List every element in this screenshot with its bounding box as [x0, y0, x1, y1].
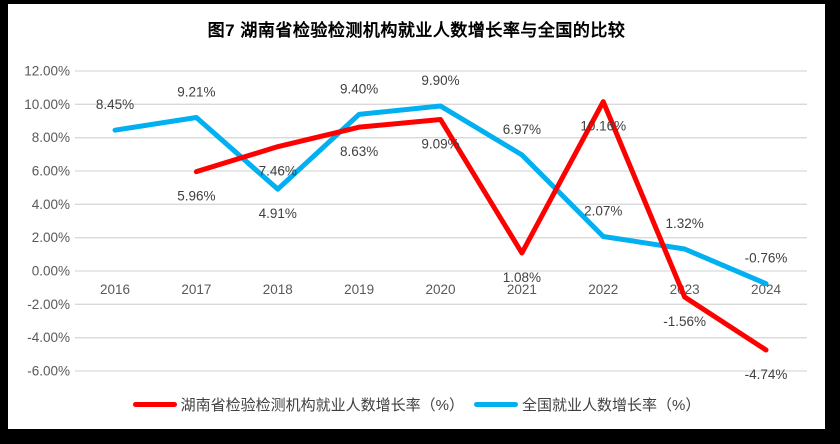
y-axis-tick-label: -6.00% [27, 364, 70, 379]
data-label: -4.74% [745, 367, 788, 382]
y-axis-tick-label: 4.00% [32, 197, 70, 212]
data-label: 4.91% [259, 206, 297, 221]
data-label: 9.09% [421, 137, 459, 152]
y-axis-tick-label: 6.00% [32, 164, 70, 179]
chart-title: 图7 湖南省检验检测机构就业人数增长率与全国的比较 [207, 21, 626, 40]
y-axis-tick-label: -4.00% [27, 330, 70, 345]
legend-label-national: 全国就业人数增长率（%） [522, 397, 701, 414]
data-label: 10.16% [580, 119, 626, 134]
legend-item-hunan: 湖南省检验检测机构就业人数增长率（%） [132, 394, 464, 415]
data-label: 1.32% [665, 216, 703, 231]
x-axis-tick-label: 2023 [670, 282, 700, 297]
x-axis-tick-label: 2021 [507, 282, 537, 297]
y-axis-tick-label: 8.00% [32, 130, 70, 145]
data-label: 9.90% [421, 73, 459, 88]
data-label: 7.46% [259, 164, 297, 179]
data-label: 9.40% [340, 81, 378, 96]
legend-line-swatch-red-icon [132, 402, 177, 407]
data-label: 1.08% [503, 270, 541, 285]
data-label: 6.97% [503, 122, 541, 137]
x-axis-tick-label: 2022 [588, 282, 618, 297]
y-axis-tick-label: -2.00% [27, 297, 70, 312]
x-axis-tick-label: 2020 [425, 282, 455, 297]
data-label: 2.07% [584, 204, 622, 219]
x-axis-tick-label: 2019 [344, 282, 374, 297]
legend-item-national: 全国就业人数增长率（%） [474, 394, 700, 415]
chart-plot-area: 12.00% 10.00% 8.00% 6.00% 4.00% 2.00% 0.00% -2.… [24, 64, 807, 382]
x-axis-tick-label: 2024 [751, 282, 782, 297]
data-label: -1.56% [663, 314, 706, 329]
data-label: -0.76% [745, 251, 788, 266]
x-axis-tick-label: 2017 [181, 282, 211, 297]
y-axis-tick-label: 0.00% [32, 264, 70, 279]
legend: 湖南省检验检测机构就业人数增长率（%） 全国就业人数增长率（%） [8, 394, 825, 415]
legend-line-swatch-blue-icon [474, 402, 518, 407]
data-label: 8.63% [340, 144, 378, 159]
legend-label-hunan: 湖南省检验检测机构就业人数增长率（%） [180, 397, 464, 414]
y-axis-tick-label: 12.00% [24, 64, 70, 79]
data-label: 9.21% [177, 85, 215, 100]
chart-panel: 图7 湖南省检验检测机构就业人数增长率与全国的比较 12.00% 10.00% 8.… [8, 4, 825, 429]
series-line [193, 99, 769, 353]
y-axis-tick-label: 10.00% [24, 97, 70, 112]
data-label: 5.96% [177, 189, 215, 204]
data-label: 8.45% [96, 97, 134, 112]
x-axis-tick-label: 2018 [263, 282, 293, 297]
x-axis-tick-label: 2016 [100, 282, 130, 297]
y-axis-tick-label: 2.00% [32, 230, 70, 245]
series-line [112, 103, 769, 287]
